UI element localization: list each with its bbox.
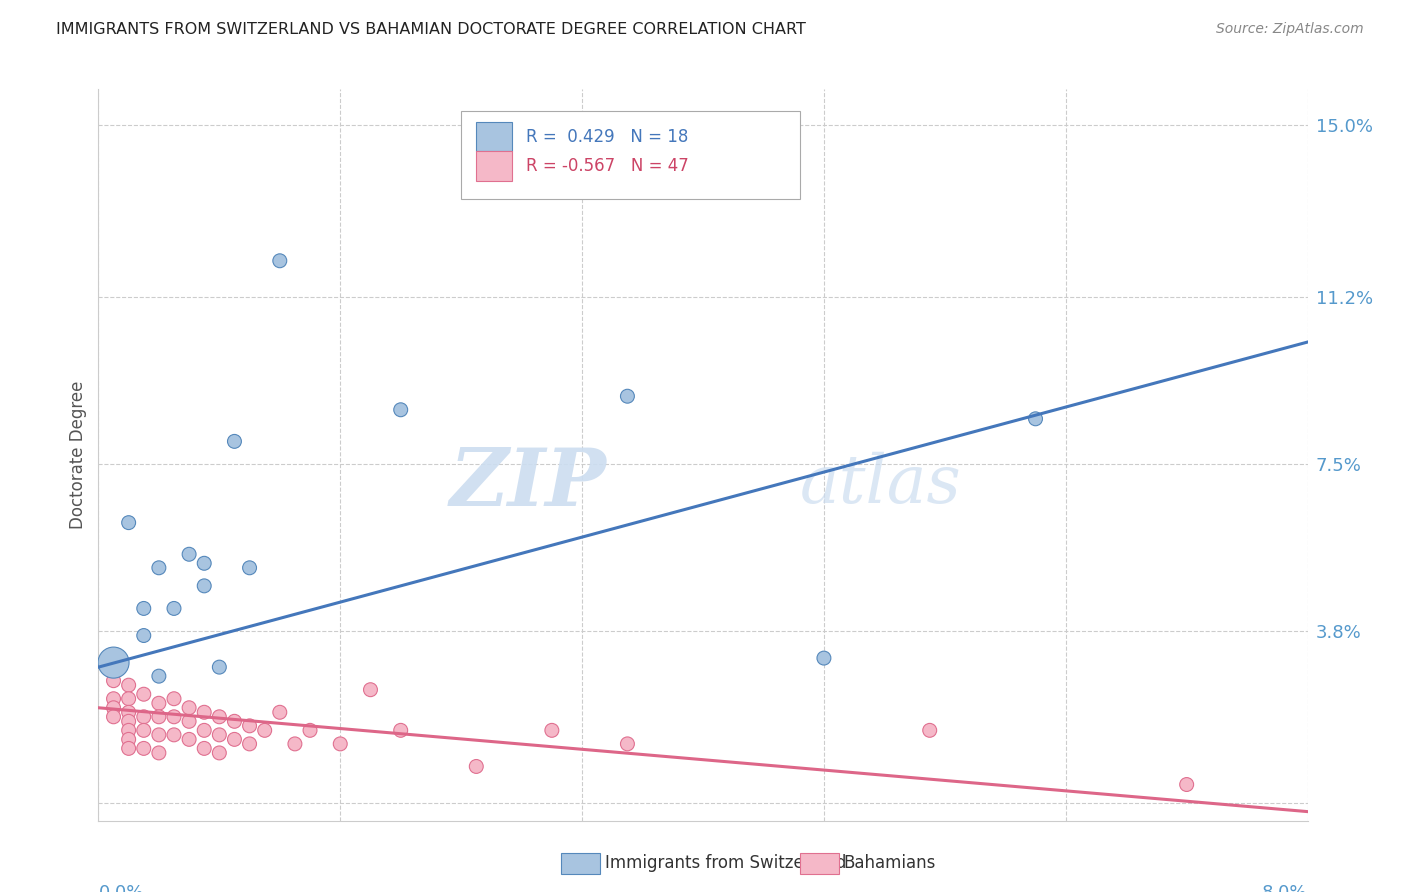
- Point: [269, 706, 291, 720]
- Point: [269, 253, 291, 268]
- Point: [208, 710, 231, 724]
- Point: [299, 723, 322, 738]
- Point: [132, 710, 155, 724]
- Point: [208, 746, 231, 760]
- FancyBboxPatch shape: [461, 112, 800, 199]
- Point: [389, 723, 412, 738]
- Text: 8.0%: 8.0%: [1263, 884, 1308, 892]
- Point: [616, 737, 638, 751]
- Point: [616, 389, 638, 403]
- Bar: [475, 152, 512, 180]
- Point: [148, 696, 170, 710]
- Point: [540, 723, 562, 738]
- Point: [813, 651, 835, 665]
- Point: [193, 706, 215, 720]
- Point: [1024, 412, 1046, 426]
- Point: [118, 732, 141, 747]
- Point: [1175, 778, 1198, 792]
- Point: [118, 516, 141, 530]
- Point: [239, 561, 262, 575]
- Point: [148, 746, 170, 760]
- Y-axis label: Doctorate Degree: Doctorate Degree: [69, 381, 87, 529]
- Text: Immigrants from Switzerland: Immigrants from Switzerland: [605, 854, 846, 871]
- Point: [193, 556, 215, 570]
- Point: [118, 723, 141, 738]
- Point: [208, 660, 231, 674]
- Text: R = -0.567   N = 47: R = -0.567 N = 47: [526, 157, 689, 175]
- Point: [193, 741, 215, 756]
- Point: [118, 706, 141, 720]
- Text: Bahamians: Bahamians: [844, 854, 936, 871]
- Point: [103, 656, 125, 670]
- Point: [239, 737, 262, 751]
- Bar: [475, 122, 512, 152]
- Point: [132, 741, 155, 756]
- Point: [132, 601, 155, 615]
- Point: [132, 628, 155, 642]
- Text: R =  0.429   N = 18: R = 0.429 N = 18: [526, 128, 689, 145]
- Point: [465, 759, 488, 773]
- Point: [284, 737, 307, 751]
- Point: [179, 732, 201, 747]
- Text: IMMIGRANTS FROM SWITZERLAND VS BAHAMIAN DOCTORATE DEGREE CORRELATION CHART: IMMIGRANTS FROM SWITZERLAND VS BAHAMIAN …: [56, 22, 806, 37]
- Point: [118, 691, 141, 706]
- Point: [918, 723, 941, 738]
- Point: [193, 723, 215, 738]
- Point: [103, 691, 125, 706]
- Point: [118, 678, 141, 692]
- Point: [389, 402, 412, 417]
- Point: [132, 723, 155, 738]
- Text: 0.0%: 0.0%: [98, 884, 143, 892]
- Text: Source: ZipAtlas.com: Source: ZipAtlas.com: [1216, 22, 1364, 37]
- Point: [224, 732, 246, 747]
- Point: [148, 561, 170, 575]
- Point: [163, 728, 186, 742]
- Point: [148, 669, 170, 683]
- Point: [118, 741, 141, 756]
- Point: [179, 714, 201, 729]
- Text: atlas: atlas: [800, 451, 962, 516]
- Point: [148, 710, 170, 724]
- Point: [163, 691, 186, 706]
- Point: [163, 601, 186, 615]
- Text: ZIP: ZIP: [450, 445, 606, 523]
- Point: [118, 714, 141, 729]
- Point: [239, 719, 262, 733]
- Point: [132, 687, 155, 701]
- Point: [103, 710, 125, 724]
- Point: [193, 579, 215, 593]
- Point: [179, 700, 201, 714]
- Point: [148, 728, 170, 742]
- Point: [179, 547, 201, 561]
- Point: [103, 673, 125, 688]
- Point: [163, 710, 186, 724]
- Point: [103, 700, 125, 714]
- Point: [253, 723, 276, 738]
- Point: [359, 682, 381, 697]
- Point: [224, 714, 246, 729]
- Point: [208, 728, 231, 742]
- Point: [329, 737, 352, 751]
- Point: [224, 434, 246, 449]
